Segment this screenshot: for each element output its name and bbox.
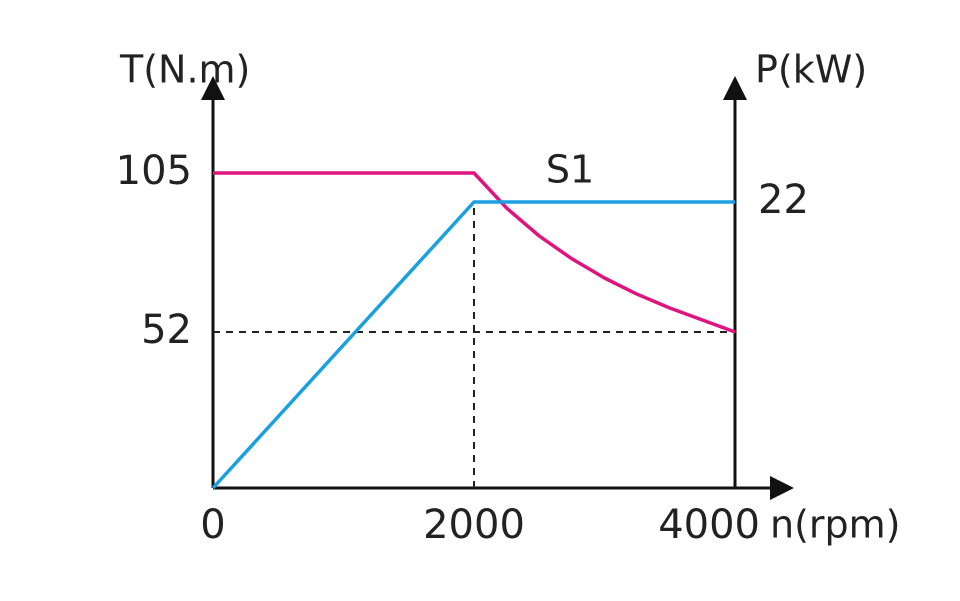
y-tick-label: 52	[141, 307, 192, 353]
y2-tick-label: 22	[758, 177, 809, 223]
series-line	[213, 171, 736, 334]
x-tick-label: 2000	[423, 502, 525, 548]
annotation: S1	[546, 148, 594, 192]
x-arrow	[770, 476, 794, 500]
y2-label: P(kW)	[755, 48, 867, 92]
y-label: T(N.m)	[119, 48, 250, 92]
y-tick-label: 105	[116, 148, 192, 194]
series-line	[211, 200, 735, 490]
x-tick-label: 4000	[658, 502, 760, 548]
y-arrow	[201, 76, 225, 100]
y2-arrow	[723, 76, 747, 100]
x-tick-label: 0	[200, 502, 225, 548]
x-label: n(rpm)	[770, 503, 901, 547]
